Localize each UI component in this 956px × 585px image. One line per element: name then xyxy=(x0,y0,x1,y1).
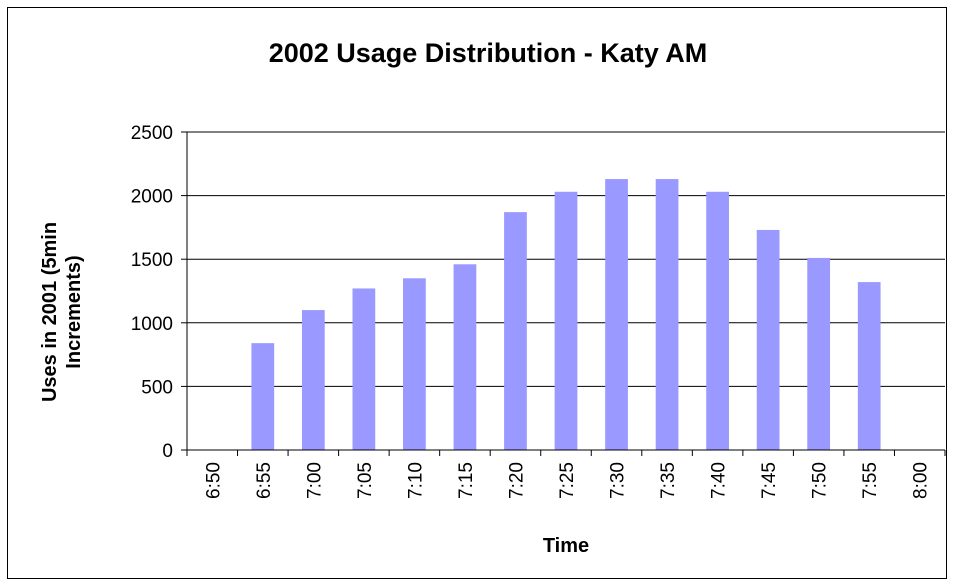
x-tick-label-group: 6:55 xyxy=(254,462,275,499)
bar xyxy=(504,212,527,450)
y-axis-label-line-1: Uses in 2001 (5min xyxy=(39,222,61,402)
chart-title: 2002 Usage Distribution - Katy AM xyxy=(269,38,708,68)
x-tick-label: 7:35 xyxy=(658,462,679,499)
x-tick-label: 7:20 xyxy=(506,462,527,499)
x-tick-label: 6:50 xyxy=(203,462,224,499)
y-tick-label: 2500 xyxy=(131,123,173,144)
y-axis-label: Uses in 2001 (5min Increments) xyxy=(39,222,85,402)
x-axis-label: Time xyxy=(543,535,589,557)
y-tick-label: 2000 xyxy=(131,187,173,208)
y-tick-label: 500 xyxy=(141,377,173,398)
y-tick-label: 1500 xyxy=(131,250,173,271)
x-tick-label: 8:00 xyxy=(911,462,932,499)
x-tick-label-group: 6:50 xyxy=(203,462,224,499)
y-tick-label: 1000 xyxy=(131,314,173,335)
x-tick-label: 6:55 xyxy=(254,462,275,499)
bar xyxy=(706,191,729,450)
x-tick-label: 7:50 xyxy=(810,462,831,499)
bar xyxy=(554,191,578,450)
x-tick-label-group: 7:25 xyxy=(557,462,578,499)
x-tick-label-group: 7:40 xyxy=(709,462,730,499)
bar xyxy=(453,264,477,450)
x-tick-label-group: 7:20 xyxy=(506,462,527,499)
x-tick-label-group: 8:00 xyxy=(911,462,932,499)
x-tick-label-group: 7:55 xyxy=(860,462,881,499)
x-tick-label-group: 7:05 xyxy=(355,462,376,499)
x-tick-label-group: 7:15 xyxy=(456,462,477,499)
x-tick-label: 7:30 xyxy=(608,462,629,499)
x-tick-label-group: 7:35 xyxy=(658,462,679,499)
bar xyxy=(301,310,325,450)
bar xyxy=(655,179,679,450)
x-tick-label: 7:15 xyxy=(456,462,477,499)
x-tick-label-group: 7:50 xyxy=(810,462,831,499)
bar xyxy=(857,282,881,450)
x-tick-label: 7:55 xyxy=(860,462,881,499)
x-tick-label: 7:25 xyxy=(557,462,578,499)
bar xyxy=(403,278,426,450)
x-tick-label: 7:45 xyxy=(759,462,780,499)
x-tick-label-group: 7:00 xyxy=(304,462,325,499)
bar xyxy=(251,343,275,450)
chart-frame xyxy=(7,7,947,579)
bars xyxy=(251,179,881,450)
x-tick-label: 7:10 xyxy=(405,462,426,499)
bar xyxy=(352,288,376,450)
x-tick-labels: 6:50 6:55 7:00 7:05 7:10 7:15 7:20 7:25 7:30 7:35… xyxy=(203,462,931,499)
x-tick-label: 7:40 xyxy=(709,462,730,499)
x-tick-label: 7:05 xyxy=(355,462,376,499)
x-tick-label-group: 7:45 xyxy=(759,462,780,499)
bar xyxy=(807,257,831,450)
axes xyxy=(181,131,946,456)
bar xyxy=(605,179,628,450)
y-tick-labels: 0 500 1000 1500 2000 2500 xyxy=(131,123,173,462)
y-tick-label: 0 xyxy=(162,441,173,462)
x-tick-label-group: 7:30 xyxy=(608,462,629,499)
y-axis-label-line-2: Increments) xyxy=(63,255,85,368)
x-tick-label: 7:00 xyxy=(304,462,325,499)
x-tick-label-group: 7:10 xyxy=(405,462,426,499)
bar xyxy=(756,229,780,450)
